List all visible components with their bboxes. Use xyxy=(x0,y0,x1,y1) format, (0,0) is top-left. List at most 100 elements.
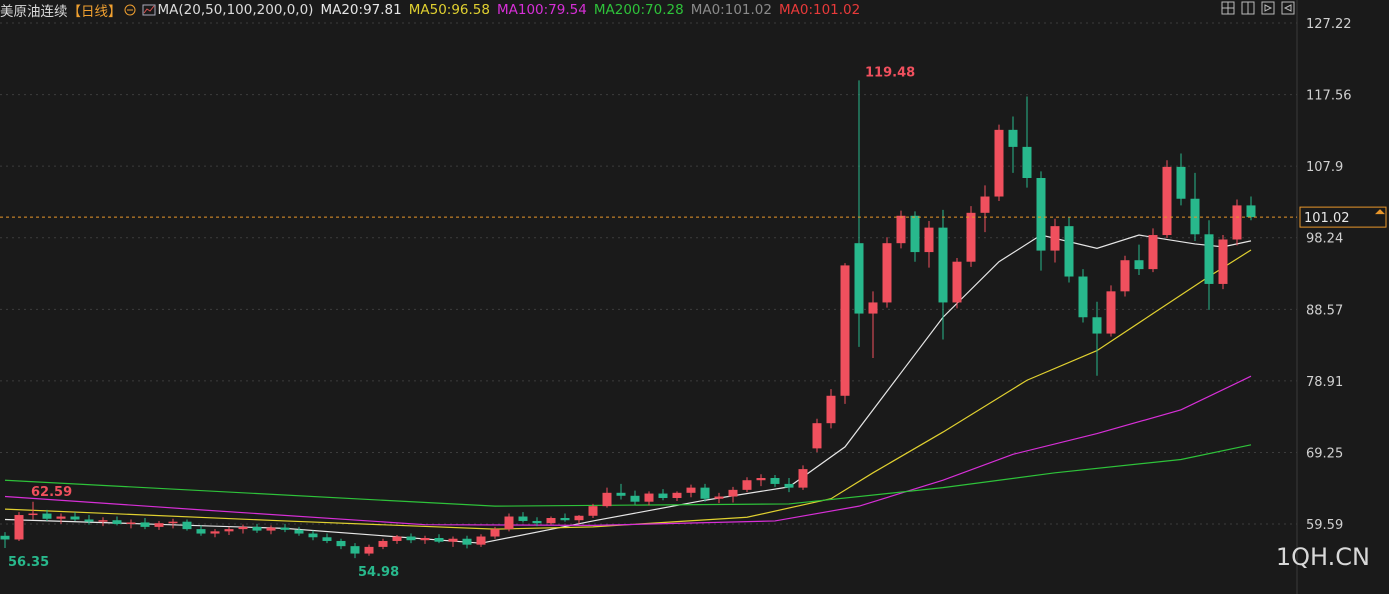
candle-body xyxy=(1204,234,1214,284)
candle-body xyxy=(154,523,164,527)
candle-body xyxy=(378,540,388,547)
candle-body xyxy=(238,526,248,530)
candle-body xyxy=(1064,226,1074,277)
candle-body xyxy=(854,243,864,314)
ma-line xyxy=(4,249,1252,530)
candle-body xyxy=(952,261,962,303)
legend-entry: MA0:101.02 xyxy=(778,2,861,18)
candle-body xyxy=(994,129,1004,197)
ma-line xyxy=(4,375,1252,527)
candle-body xyxy=(28,513,38,516)
candle-body xyxy=(1232,205,1242,240)
candle-body xyxy=(196,529,206,534)
candle-body xyxy=(700,487,710,499)
candle-body xyxy=(392,536,402,541)
candle-body xyxy=(714,496,724,499)
legend-entry: MA100:79.54 xyxy=(496,2,587,18)
ma-line xyxy=(4,444,1252,507)
candle-body xyxy=(476,536,486,545)
candle-body xyxy=(616,492,626,496)
indicator: MA(20,50,100,200,0,0) xyxy=(157,2,314,18)
last-price-marker xyxy=(1375,209,1385,215)
extreme-label: 56.35 xyxy=(8,555,49,570)
candle-body xyxy=(0,535,10,540)
candle-body xyxy=(266,527,276,531)
icon[interactable] xyxy=(124,4,136,16)
candle-body xyxy=(1162,166,1172,236)
candle-body xyxy=(14,515,24,540)
candle-body xyxy=(910,215,920,253)
candle-body xyxy=(644,493,654,502)
candle-body xyxy=(1078,276,1088,318)
candle-body xyxy=(42,513,52,519)
candle-body xyxy=(280,527,290,530)
candle-body xyxy=(1246,205,1256,218)
y-tick-label: 107.9 xyxy=(1306,160,1343,175)
candle-body xyxy=(658,493,668,498)
candle-body xyxy=(588,506,598,516)
candle-body xyxy=(770,478,780,484)
candle-body xyxy=(252,526,262,531)
candle-body xyxy=(1050,226,1060,251)
candle-body xyxy=(1120,260,1130,292)
candle-body xyxy=(938,227,948,303)
legend-entry: MA0:101.02 xyxy=(690,2,772,18)
candle-body xyxy=(1092,317,1102,334)
candle-body xyxy=(490,529,500,537)
candle-body xyxy=(140,522,150,527)
candle-body xyxy=(518,516,528,521)
y-tick-label: 127.22 xyxy=(1306,17,1352,32)
last-price-label: 101.02 xyxy=(1304,211,1350,226)
legend-entry: MA20:97.81 xyxy=(320,2,402,18)
candle-body xyxy=(630,495,640,502)
candle-body xyxy=(56,516,66,519)
candle-body xyxy=(1106,291,1116,334)
candle-body xyxy=(434,538,444,542)
watermark: 1QH.CN xyxy=(1276,543,1370,571)
y-tick-label: 59.59 xyxy=(1306,518,1343,533)
candle-body xyxy=(574,515,584,521)
candle-body xyxy=(532,520,542,524)
candle-body xyxy=(1176,166,1186,199)
candle-body xyxy=(672,492,682,498)
y-tick-label: 78.91 xyxy=(1306,375,1343,390)
extreme-label: 62.59 xyxy=(31,485,72,500)
candle-body xyxy=(504,516,514,530)
candle-body xyxy=(546,518,556,524)
candle-body xyxy=(126,522,136,524)
candle-body xyxy=(1148,235,1158,270)
extreme-label: 54.98 xyxy=(358,565,399,580)
candle-body xyxy=(210,531,220,534)
candle-body xyxy=(1008,129,1018,147)
candle-body xyxy=(112,520,122,524)
y-tick-label: 117.56 xyxy=(1306,89,1352,104)
candle-body xyxy=(812,423,822,449)
icon[interactable] xyxy=(142,4,156,16)
extreme-label: 119.48 xyxy=(865,65,915,80)
candle-body xyxy=(406,536,416,541)
candle-body xyxy=(1134,260,1144,270)
title: 美原油连续 xyxy=(0,4,68,20)
candle-body xyxy=(966,212,976,262)
candle-body xyxy=(308,533,318,538)
legend-entry: MA200:70.28 xyxy=(593,2,684,18)
candle-body xyxy=(448,538,458,542)
candle-body xyxy=(826,395,836,424)
y-tick-label: 88.57 xyxy=(1306,303,1343,318)
candle-body xyxy=(742,480,752,490)
candle-body xyxy=(70,516,80,520)
candle-body xyxy=(1022,146,1032,178)
candle-body xyxy=(840,265,850,396)
candle-body xyxy=(420,538,430,541)
candle-body xyxy=(336,540,346,547)
candle-body xyxy=(602,492,612,507)
candle-body xyxy=(784,483,794,488)
candle-body xyxy=(1190,198,1200,235)
toolbar[interactable] xyxy=(1221,1,1295,15)
candle-body xyxy=(322,537,332,541)
candle-body xyxy=(756,478,766,481)
candle-body xyxy=(1036,178,1046,251)
last-price-box xyxy=(1299,206,1387,228)
